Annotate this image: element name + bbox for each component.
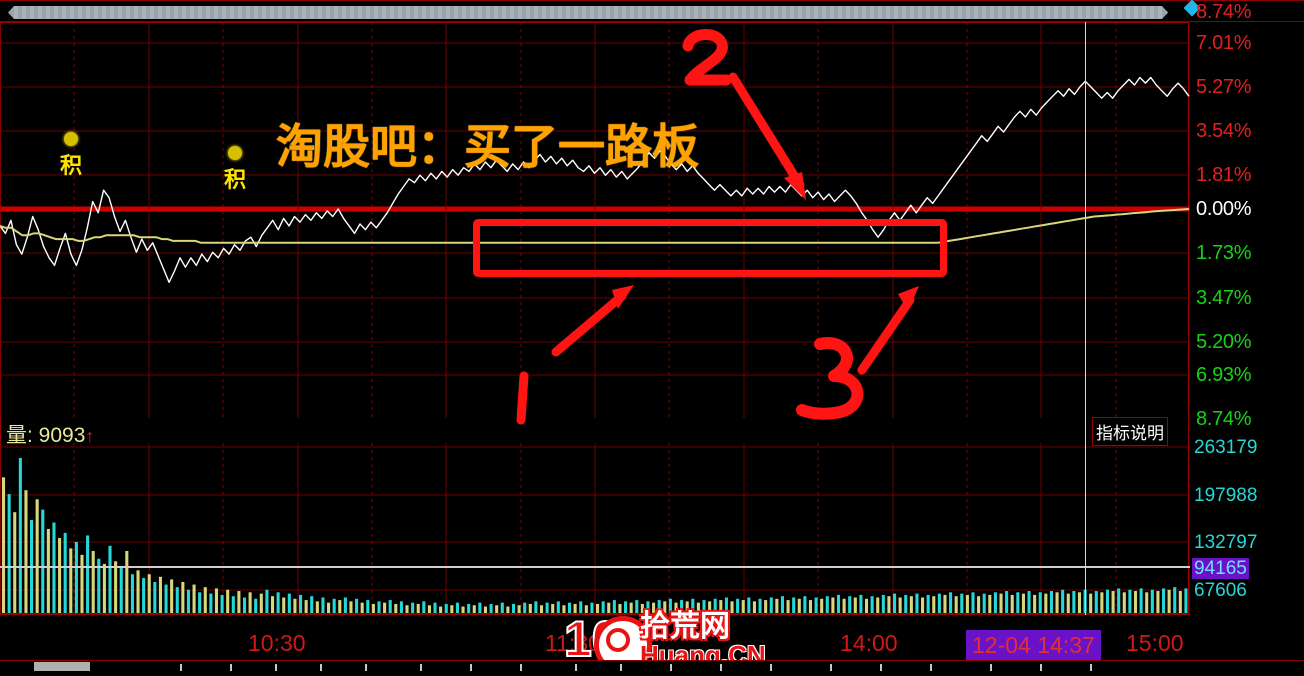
bottom-status-strip[interactable] (0, 660, 1304, 676)
time-axis-label: 14:00 (840, 630, 898, 656)
time-axis-label: 15:00 (1126, 630, 1184, 656)
volume-axis-label: 263179 (1194, 437, 1258, 458)
time-axis-label: 10:30 (248, 630, 306, 656)
watermark-site-name: 拾荒网 (640, 610, 730, 643)
price-chart-svg (0, 22, 1190, 418)
price-axis-label: 6.93% (1196, 364, 1252, 386)
volume-legend-label: 量: 9093 (6, 424, 86, 447)
volume-up-arrow-icon: ↑ (85, 426, 95, 446)
accumulation-label: 积 (224, 167, 247, 192)
price-axis-label: 7.01% (1196, 32, 1252, 54)
accumulation-label: 积 (60, 153, 83, 178)
time-axis-label: 11:30 (545, 630, 601, 656)
annotation-highlight-box (473, 219, 947, 277)
scrollbar-thumb-texture (14, 6, 1168, 19)
bottom-strip-tick (830, 664, 832, 671)
price-axis-label: 5.20% (1196, 331, 1252, 353)
volume-axis-label: 197988 (1194, 485, 1258, 506)
scrollbar-thumb[interactable] (8, 6, 1168, 19)
bottom-strip-tick (770, 664, 772, 671)
bottom-strip-tick (670, 664, 672, 671)
price-axis-label: 5.27% (1196, 76, 1252, 98)
bottom-strip-tick (575, 664, 577, 671)
bottom-strip-tick (320, 664, 322, 671)
bottom-strip-tick (470, 664, 472, 671)
accumulation-dot-icon (228, 146, 242, 160)
bottom-strip-tick (180, 664, 182, 671)
bottom-strip-tick (420, 664, 422, 671)
volume-legend: 量: 9093↑ (6, 419, 94, 449)
indicator-note-label[interactable]: 指标说明 (1092, 417, 1168, 446)
overlay-title-text: 淘股吧：买了一路板 (276, 120, 699, 175)
volume-panel[interactable] (0, 443, 1190, 615)
price-axis-label: 0.00% (1196, 198, 1252, 220)
bottom-strip-tick (275, 664, 277, 671)
scrollbar-track[interactable] (2, 6, 1188, 19)
bottom-strip-tick (990, 664, 992, 671)
volume-chart-svg (0, 443, 1190, 615)
volume-axis-label: 67606 (1194, 580, 1247, 601)
watermark-gear-inner-icon (606, 628, 630, 652)
price-axis-label: 3.47% (1196, 287, 1252, 309)
price-axis-label: 1.73% (1196, 242, 1252, 264)
volume-axis-label: 94165 (1192, 558, 1249, 579)
bottom-strip-tick (365, 664, 367, 671)
price-axis-label: 1.81% (1196, 164, 1252, 186)
bottom-strip-tick (1040, 664, 1042, 671)
horizontal-scrollbar[interactable] (0, 0, 1304, 22)
price-axis-label: 8.74% (1196, 1, 1252, 23)
bottom-strip-tick (930, 664, 932, 671)
bottom-strip-tick (520, 664, 522, 671)
bottom-strip-tick (620, 664, 622, 671)
crosshair-vertical-line[interactable] (1085, 22, 1086, 615)
volume-axis-label: 132797 (1194, 532, 1258, 553)
bottom-strip-indicator (34, 662, 90, 671)
accumulation-dot-icon (64, 132, 78, 146)
time-axis-label: 12-04 14:37 (966, 630, 1101, 661)
bottom-strip-tick (230, 664, 232, 671)
price-panel[interactable] (0, 22, 1190, 418)
price-axis-label: 3.54% (1196, 120, 1252, 142)
bottom-strip-tick (720, 664, 722, 671)
volume-cursor-line (0, 566, 1190, 568)
bottom-strip-tick (880, 664, 882, 671)
bottom-strip-tick (1090, 664, 1092, 671)
price-axis-label: 8.74% (1196, 408, 1252, 430)
